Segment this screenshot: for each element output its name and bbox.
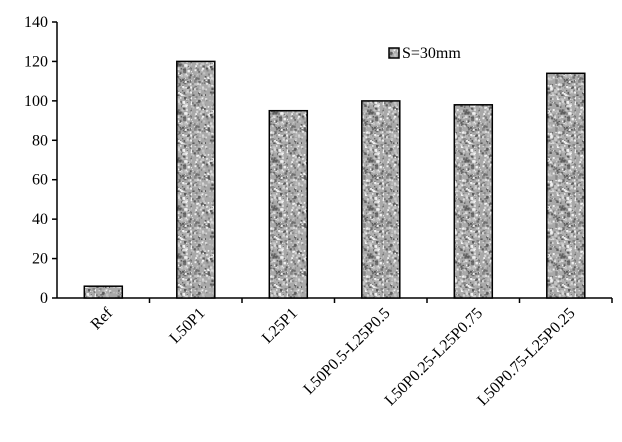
bar-l50p0-25-l25p0-75: [453, 104, 494, 299]
y-tick-label: 0: [40, 290, 48, 307]
y-tick-label: 100: [24, 93, 48, 110]
y-tick-label: 120: [24, 53, 48, 70]
bar-ref: [83, 285, 124, 299]
x-category-label: L50P0.25-L25P0.75: [382, 305, 486, 409]
y-ticks: 0 20 40 60 80 100 120 140: [24, 14, 57, 307]
x-category-label: L50P0.5-L25P0.5: [300, 305, 393, 398]
x-category-label: Ref: [88, 304, 117, 333]
bar-l50p1: [176, 60, 216, 299]
y-tick-label: 60: [32, 172, 48, 189]
y-tick-label: 80: [32, 132, 48, 149]
bars: [83, 60, 586, 299]
bar-l50p0-75-l25p0-25: [546, 72, 586, 299]
x-labels: Ref L50P1 L25P1 L50P0.5-L25P0.5L50P0.25-L25…: [88, 298, 613, 409]
bar-l50p0-5-l25p0-5: [361, 100, 401, 299]
bar-l25p1: [268, 109, 309, 299]
legend-label-s30: S=30mm: [402, 45, 461, 62]
y-tick-label: 20: [32, 251, 48, 268]
legend: S=30mm: [388, 45, 461, 62]
legend-swatch: [388, 47, 400, 59]
y-tick-label: 140: [24, 14, 48, 31]
x-category-label: L50P0.75-L25P0.25: [474, 305, 578, 409]
x-category-label: L25P1: [259, 305, 301, 347]
y-tick-label: 40: [32, 211, 48, 228]
x-category-label: L50P1: [166, 305, 208, 347]
